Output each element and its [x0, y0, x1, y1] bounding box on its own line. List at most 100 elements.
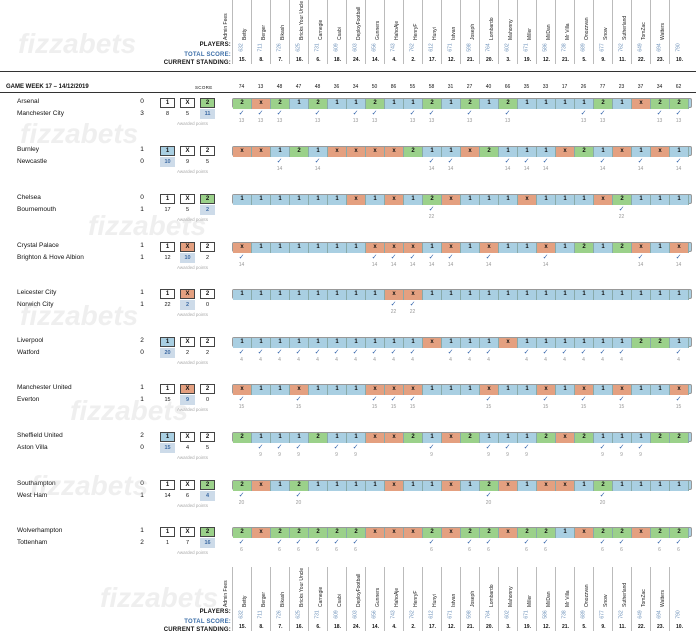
player-standing: 7. — [278, 624, 283, 630]
pick-count: 4 — [185, 445, 190, 451]
result-option-away: 2 — [200, 194, 215, 204]
result-option-home: 1 — [160, 98, 175, 108]
pick-count: 7 — [185, 540, 190, 546]
awarded-points: 14 — [485, 262, 492, 268]
pick-count: 1 — [165, 540, 170, 546]
pick-count: 9 — [185, 159, 190, 165]
match-row: Southampton West Ham 0 1 1 14 X 6 2 4 Awarded poin… — [0, 480, 696, 520]
player-pick: 1 — [632, 147, 651, 157]
player-column: Mahonny 671 19. — [508, 0, 536, 64]
player-name: Berger — [261, 24, 267, 40]
player-pick: x — [252, 99, 271, 109]
player-name: DeployFootball — [356, 6, 362, 40]
check-icon: ✓ — [599, 349, 606, 356]
player-pick: 1 — [461, 338, 480, 348]
awarded-points: 13 — [314, 118, 321, 124]
result-option-home: 1 — [160, 289, 175, 299]
check-icon: ✓ — [238, 110, 245, 117]
player-total-score: 603 — [352, 43, 359, 52]
awarded-points: 13 — [466, 118, 473, 124]
player-pick: 2 — [233, 481, 252, 491]
player-pick: 1 — [347, 338, 366, 348]
check-icon: ✓ — [466, 110, 473, 117]
awarded-points: 4 — [240, 357, 243, 363]
player-column: Onozzvan 677 9. — [584, 567, 612, 631]
pick-count: 9 — [180, 395, 195, 405]
check-icon: ✓ — [314, 158, 321, 165]
player-standing: 19. — [524, 57, 531, 63]
result-option-home: 1 — [160, 146, 175, 156]
player-pick: 1 — [423, 481, 442, 491]
check-icon: ✓ — [485, 492, 492, 499]
pick-count: 0 — [205, 302, 210, 308]
player-pick: 1 — [518, 243, 537, 253]
player-pick: 2 — [651, 433, 670, 443]
player-pick: 1 — [347, 243, 366, 253]
player-name: Miller — [527, 28, 533, 40]
awarded-points: 6 — [677, 547, 680, 553]
player-standing: 3. — [506, 624, 511, 630]
check-icon: ✓ — [580, 110, 587, 117]
player-column: TomZac 694 23. — [641, 567, 669, 631]
player-total-score: 790 — [675, 43, 682, 52]
player-pick: x — [556, 481, 575, 491]
check-icon: ✓ — [333, 444, 340, 451]
player-pick: 2 — [670, 99, 689, 109]
result-option-draw: X — [180, 289, 195, 299]
player-name: Lombardo — [489, 17, 495, 40]
awarded-points-label: Awarded points — [177, 265, 208, 270]
player-pick: 1 — [271, 147, 290, 157]
away-score: 0 — [140, 349, 144, 356]
player-pick: 2 — [537, 433, 556, 443]
player-pick: 2 — [575, 147, 594, 157]
awarded-points: 9 — [335, 452, 338, 458]
player-standing: 4. — [392, 624, 397, 630]
player-total-score: 762 — [409, 43, 416, 52]
player-pick: x — [442, 243, 461, 253]
result-option-away: 2 — [200, 98, 215, 108]
check-icon: ✓ — [352, 444, 359, 451]
player-pick: x — [366, 147, 385, 157]
pick-count: 4 — [200, 491, 215, 501]
awarded-points: 20 — [599, 500, 606, 506]
player-pick: 2 — [347, 528, 366, 538]
away-score: 1 — [140, 492, 144, 499]
player-column: Istvan 598 21. — [451, 0, 479, 64]
check-icon: ✓ — [238, 396, 245, 403]
gameweek-player-score: 74 — [238, 84, 245, 90]
check-icon: ✓ — [656, 110, 663, 117]
home-team: Sheffield United — [17, 432, 63, 439]
gameweek-player-score: 23 — [618, 84, 625, 90]
player-pick: 1 — [613, 338, 632, 348]
player-column: HahoAje 762 2. — [394, 0, 422, 64]
player-pick: x — [499, 481, 518, 491]
home-score: 1 — [140, 242, 144, 249]
result-option-draw: X — [180, 527, 195, 537]
player-standing: 10. — [676, 57, 683, 63]
player-column: Carnegie 609 18. — [318, 567, 346, 631]
home-score: 2 — [140, 337, 144, 344]
player-standing: 10. — [676, 624, 683, 630]
away-team: Brighton & Hove Albion — [17, 254, 84, 261]
awarded-points: 13 — [580, 118, 587, 124]
awarded-points: 14 — [238, 262, 245, 268]
match-row: Wolverhampton Tottenham 1 2 1 1 X 7 2 16 Awarded p… — [0, 527, 696, 567]
player-standing: 18. — [334, 624, 341, 630]
player-pick: x — [385, 528, 404, 538]
player-standing: 8. — [259, 624, 264, 630]
player-pick: 2 — [613, 195, 632, 205]
player-pick: 1 — [594, 338, 613, 348]
player-column: Miller 586 12. — [527, 567, 555, 631]
player-pick: x — [290, 385, 309, 395]
result-option-away: 2 — [200, 527, 215, 537]
check-icon: ✓ — [599, 444, 606, 451]
player-column: Joseph 764 20. — [470, 567, 498, 631]
player-column: HenryF 612 17. — [413, 0, 441, 64]
gameweek-player-score: 26 — [580, 84, 587, 90]
player-name: Istvan — [451, 26, 457, 40]
player-pick: 2 — [518, 528, 537, 538]
awarded-points-label: Awarded points — [177, 550, 208, 555]
check-icon: ✓ — [523, 349, 530, 356]
awarded-points: 14 — [675, 166, 682, 172]
